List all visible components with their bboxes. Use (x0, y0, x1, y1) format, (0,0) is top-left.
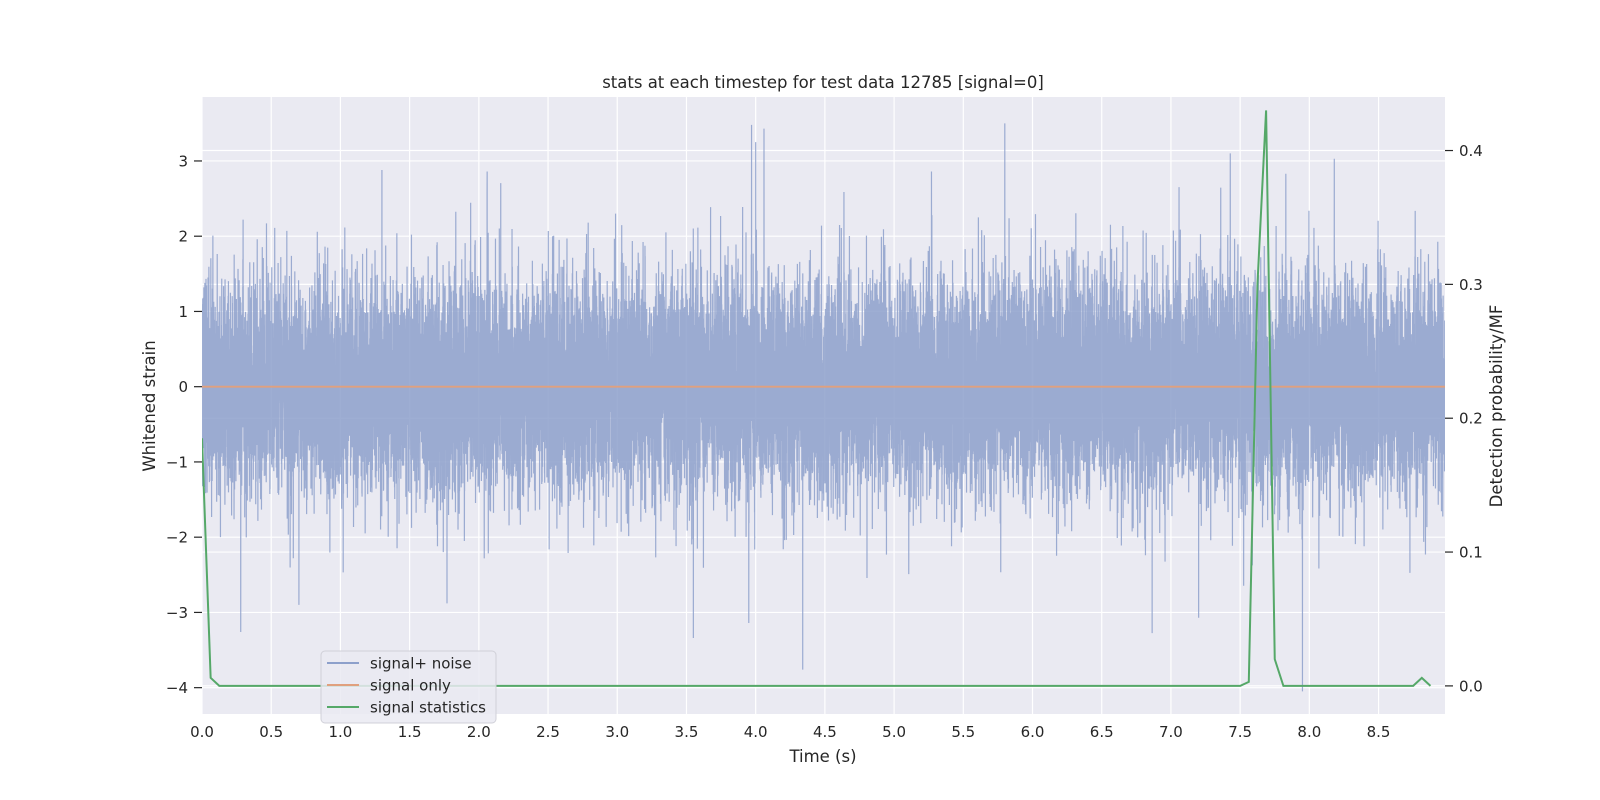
legend-box (320, 650, 497, 724)
y-axis-ticks: −4 −3 −2 −1 0 1 2 3 (166, 152, 202, 697)
y2-tick-label: 0.3 (1459, 276, 1483, 294)
legend-label-signal-statistics: signal statistics (370, 699, 486, 717)
y-axis-label: Whitened strain (140, 340, 159, 471)
x-tick-label: 1.0 (328, 723, 352, 741)
y-tick-label: −1 (166, 453, 188, 471)
x-tick-label: 8.5 (1367, 723, 1391, 741)
x-tick-label: 3.5 (675, 723, 699, 741)
x-tick-label: 6.5 (1090, 723, 1114, 741)
x-tick-label: 0.0 (190, 723, 214, 741)
series-signal-statistics-line (202, 110, 1432, 687)
y-tick-label: 3 (178, 152, 188, 170)
y2-tick-label: 0.2 (1459, 410, 1483, 428)
y-tick-label: 2 (178, 228, 188, 246)
y-tick-label: −3 (166, 604, 188, 622)
x-tick-label: 2.0 (467, 723, 491, 741)
plot-series-group (202, 110, 1445, 692)
x-tick-label: 4.5 (813, 723, 837, 741)
series-layer (202, 110, 1445, 692)
legend-label-signal-only: signal only (370, 677, 451, 695)
x-tick-label: 4.0 (744, 723, 768, 741)
chart-title: stats at each timestep for test data 127… (602, 73, 1044, 92)
y2-tick-label: 0.1 (1459, 544, 1483, 562)
x-tick-label: 8.0 (1297, 723, 1321, 741)
x-tick-label: 7.5 (1228, 723, 1252, 741)
y-tick-label: 0 (178, 378, 188, 396)
legend-label-signal-noise: signal+ noise (370, 655, 472, 673)
x-tick-label: 3.0 (605, 723, 629, 741)
x-tick-label: 7.0 (1159, 723, 1183, 741)
y-tick-label: 1 (178, 303, 188, 321)
x-tick-label: 2.5 (536, 723, 560, 741)
x-tick-label: 5.5 (951, 723, 975, 741)
x-axis-label: Time (s) (788, 747, 856, 766)
series-signal-noise-line (202, 123, 1445, 692)
x-tick-label: 1.5 (398, 723, 422, 741)
y2-tick-label: 0.4 (1459, 142, 1483, 160)
x-tick-label: 6.0 (1021, 723, 1045, 741)
y-tick-label: −4 (166, 679, 188, 697)
y2-tick-label: 0.0 (1459, 677, 1483, 695)
y2-axis-label: Detection probability/MF (1487, 305, 1506, 508)
x-tick-label: 0.5 (259, 723, 283, 741)
y-tick-label: −2 (166, 529, 188, 547)
x-axis-ticks: 0.0 0.5 1.0 1.5 2.0 2.5 3.0 3.5 4.0 4.5 5.0 5.5 6.0 6… (190, 723, 1390, 741)
x-tick-label: 5.0 (882, 723, 906, 741)
legend: signal+ noise signal only signal statist… (320, 650, 497, 724)
y2-axis-ticks: 0.0 0.1 0.2 0.3 0.4 (1445, 142, 1483, 695)
